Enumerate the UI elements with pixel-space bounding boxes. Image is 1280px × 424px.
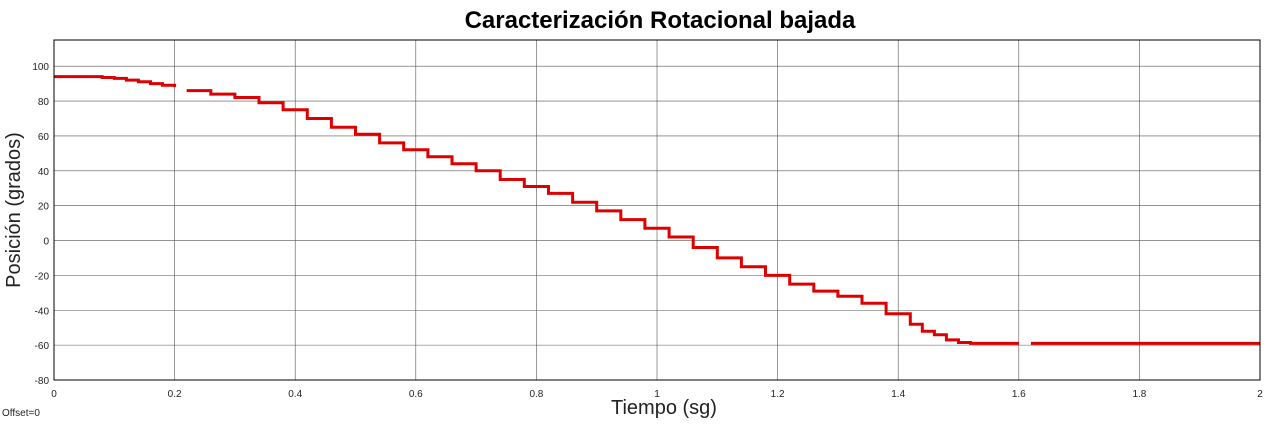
y-tick-label: -80: [35, 376, 50, 387]
series-line: [54, 75, 177, 88]
y-tick-label: 20: [38, 202, 50, 213]
y-axis-label: Posición (grados): [3, 132, 25, 288]
chart-title: Caracterización Rotacional bajada: [465, 7, 856, 34]
x-tick-label: 1: [654, 389, 660, 400]
plot-frame: [53, 39, 1261, 381]
x-tick-label: 0.4: [288, 389, 302, 400]
y-tick-label: 80: [38, 97, 50, 108]
offset-label: Offset=0: [2, 408, 40, 419]
series-lines: [54, 75, 1260, 345]
y-tick-label: -60: [35, 341, 50, 352]
x-tick-label: 1.4: [891, 389, 905, 400]
y-tick-label: 0: [43, 237, 49, 248]
x-tick-label: 2: [1257, 389, 1263, 400]
x-axis-label: Tiempo (sg): [611, 397, 717, 419]
y-tick-label: -40: [35, 306, 50, 317]
series-line: [186, 89, 1019, 345]
y-tick-label: -20: [35, 271, 50, 282]
x-tick-label: 0: [51, 389, 57, 400]
x-tick-label: 0.6: [409, 389, 423, 400]
tick-labels: 0 0.2 0.4 0.6 0.8 1 1.2 1.4 1.6 1.8 2 -80 -60 -40 -20 0…: [32, 62, 1263, 400]
y-tick-label: 60: [38, 132, 50, 143]
x-tick-label: 1.2: [771, 389, 785, 400]
x-tick-label: 0.8: [529, 389, 543, 400]
y-tick-label: 100: [32, 62, 49, 73]
x-tick-label: 1.8: [1132, 389, 1146, 400]
x-tick-label: 1.6: [1012, 389, 1026, 400]
y-tick-label: 40: [38, 167, 50, 178]
x-tick-label: 0.2: [168, 389, 182, 400]
grid-lines: [53, 40, 1261, 381]
